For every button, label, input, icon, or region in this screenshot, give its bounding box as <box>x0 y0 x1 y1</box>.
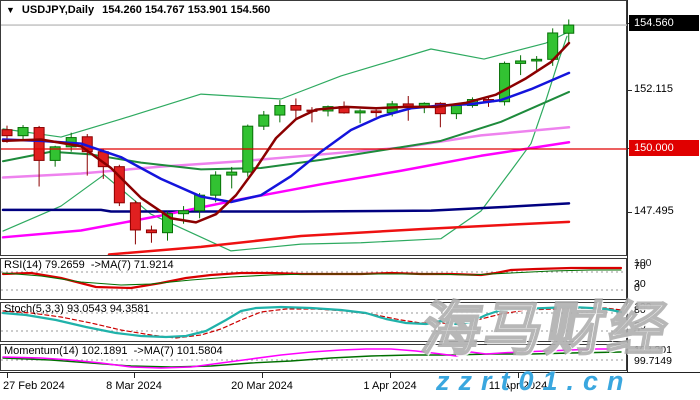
momentum-main <box>2 348 622 369</box>
candle-16-Apr <box>563 19 575 43</box>
candle-21-Mar <box>274 100 286 123</box>
momentum-canvas <box>1 348 626 369</box>
time-axis-label: 1 Apr 2024 <box>363 380 417 392</box>
chart-title: ▼ USDJPY,Daily 154.260 154.767 153.901 154… <box>6 4 270 16</box>
candle-28-Feb <box>17 125 29 140</box>
rsi-main <box>1 266 623 290</box>
indicator-scale-label: 30 <box>634 278 646 290</box>
candle-11-Mar <box>145 225 157 243</box>
band-upper-thin-green <box>2 31 570 138</box>
candle-15-Mar <box>210 171 222 203</box>
indicator-scale-label: 20 <box>634 320 646 332</box>
band-lower-thin-green <box>2 35 568 252</box>
candle-29-Feb <box>33 125 45 187</box>
indicator-scale-label: 99.7149 <box>634 355 672 367</box>
level-price-badge: 150.000 <box>629 140 699 156</box>
price-tick <box>628 90 632 91</box>
candle-29-Mar <box>370 109 382 117</box>
indicator-scale-label: 100 <box>634 301 652 313</box>
stochastic-canvas <box>1 305 626 339</box>
time-tick <box>7 373 8 378</box>
rsi-pane[interactable]: RSI(14) 79.2659 ->MA(7) 71.9214 <box>0 258 627 300</box>
main-price-pane[interactable]: ▼ USDJPY,Daily 154.260 154.767 153.901 154… <box>0 0 628 256</box>
indicator-scale-label: 103.201 <box>634 344 672 356</box>
candle-18-Mar <box>226 166 238 189</box>
time-tick <box>390 373 391 378</box>
candle-12-Apr <box>531 56 543 71</box>
candle-7-Mar <box>113 164 125 207</box>
symbol-dropdown-arrow-icon[interactable]: ▼ <box>6 5 15 15</box>
candle-20-Mar <box>258 110 270 130</box>
ohlc-readout: 154.260 154.767 153.901 154.560 <box>102 4 271 16</box>
stochastic-pane[interactable]: Stoch(5,3,3) 93.0543 94.3581 <box>0 302 627 342</box>
price-chart-canvas <box>1 19 628 255</box>
stochastic-label: Stoch(5,3,3) 93.0543 94.3581 <box>4 303 150 315</box>
ma-navy-flat <box>1 202 571 213</box>
indicator-scale-label: 100 <box>634 257 652 269</box>
candle-11-Apr <box>515 55 527 76</box>
price-axis-label: 147.495 <box>634 205 674 217</box>
current-price-badge: 154.560 <box>629 15 699 31</box>
price-axis[interactable]: 154.560 152.115 150.000 147.495 100 70 30 0 100 8… <box>627 0 700 372</box>
ma-violet <box>1 126 571 179</box>
rsi-ma <box>2 269 622 286</box>
indicator-scale-label: 70 <box>634 260 646 272</box>
time-axis-label: 8 Mar 2024 <box>106 380 162 392</box>
symbol-period-label: USDJPY,Daily <box>21 4 95 16</box>
time-tick <box>262 373 263 378</box>
indicator-scale-label: 0 <box>634 324 640 336</box>
stoch-k <box>1 305 623 339</box>
time-axis-label: 20 Mar 2024 <box>231 380 293 392</box>
momentum-pane[interactable]: Momentum(14) 102.1891 ->MA(7) 101.5804 <box>0 344 627 371</box>
time-axis-label: 11 Apr 2024 <box>488 380 548 392</box>
stoch-d <box>2 307 622 339</box>
candle-8-Mar <box>129 200 141 245</box>
candle-19-Mar <box>242 124 254 177</box>
ma-darkgreen <box>2 90 570 171</box>
indicator-scale-label: 80 <box>634 304 646 316</box>
rsi-label: RSI(14) 79.2659 ->MA(7) 71.9214 <box>4 259 174 271</box>
time-tick <box>134 373 135 378</box>
ma-red-rising <box>107 220 571 255</box>
candle-28-Mar <box>354 109 366 124</box>
candle-22-Mar <box>290 98 302 121</box>
price-tick <box>628 212 632 213</box>
ma-blue <box>1 71 571 204</box>
rsi-canvas <box>1 266 626 291</box>
time-axis-label: 27 Feb 2024 <box>3 380 65 392</box>
ma-darkred <box>1 41 571 224</box>
indicator-scale-label: 0 <box>634 282 640 294</box>
time-tick <box>518 373 519 378</box>
momentum-label: Momentum(14) 102.1891 ->MA(7) 101.5804 <box>4 345 223 357</box>
ma-magenta <box>1 140 571 239</box>
price-axis-label: 152.115 <box>634 83 673 95</box>
time-axis[interactable]: 27 Feb 2024 8 Mar 2024 20 Mar 2024 1 Apr 20… <box>0 372 700 400</box>
